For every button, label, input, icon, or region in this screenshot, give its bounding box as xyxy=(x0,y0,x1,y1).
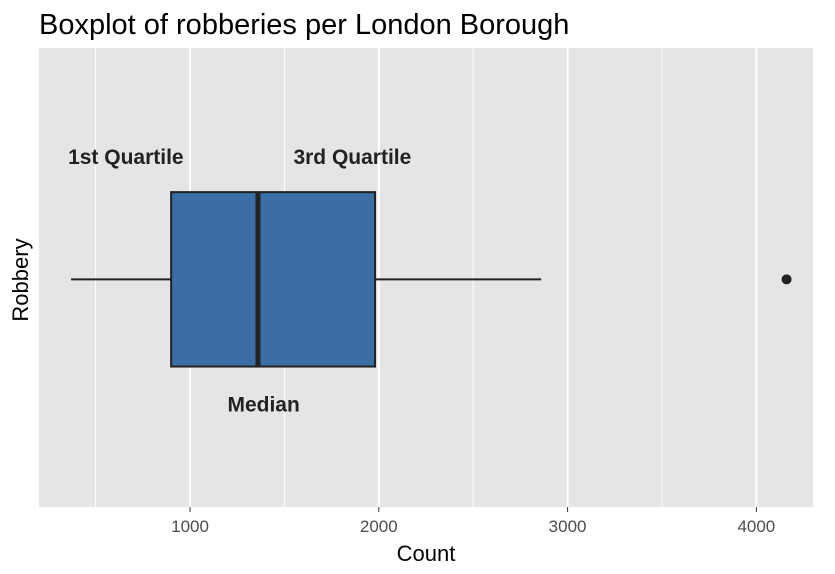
annotation-layer: 1st Quartile 3rd Quartile Median xyxy=(68,146,411,416)
x-tick-label: 3000 xyxy=(549,517,587,536)
x-tick-label: 4000 xyxy=(737,517,775,536)
interquartile-box xyxy=(170,191,377,368)
annotation-label: 1st Quartile xyxy=(68,146,184,169)
annotation-label: Median xyxy=(227,394,299,417)
x-axis-title: Count xyxy=(397,541,456,566)
x-tick-labels: 1000 2000 3000 4000 xyxy=(171,507,775,536)
outlier-point xyxy=(781,274,792,285)
minor-gridlines xyxy=(95,48,663,507)
x-tick-label: 2000 xyxy=(360,517,398,536)
chart-title: Boxplot of robberies per London Borough xyxy=(39,9,569,41)
y-axis-title: Robbery xyxy=(8,238,33,321)
plot-panel xyxy=(39,48,813,507)
annotation-label: 3rd Quartile xyxy=(293,146,411,169)
box-layer xyxy=(71,191,792,368)
x-tick-label: 1000 xyxy=(171,517,209,536)
